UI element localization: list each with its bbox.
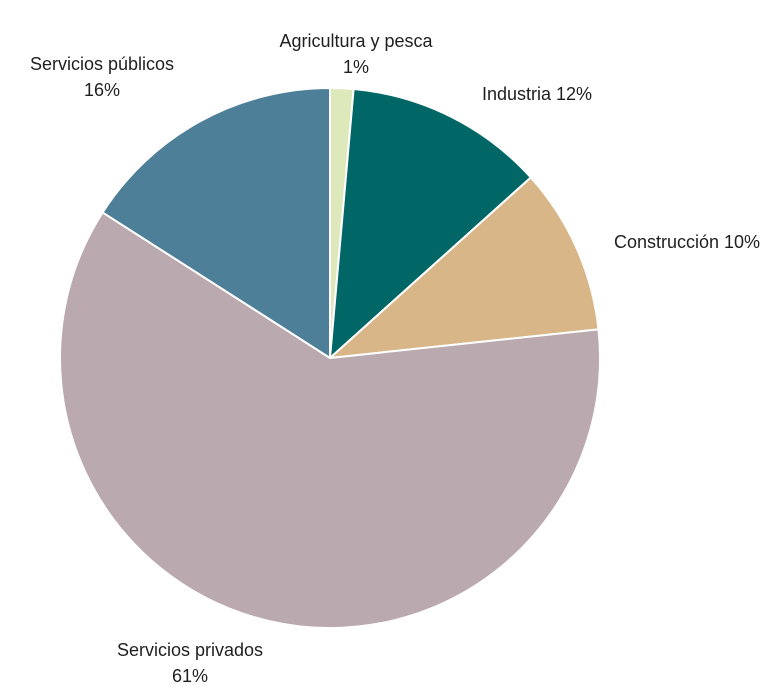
pie-slice-construccion [329,176,600,359]
pie-slice-servicios-publicos [101,87,331,359]
slice-label-line: Servicios privados [117,640,263,660]
pie-slice-industria [329,88,532,359]
slice-label-line: Agricultura y pesca [279,31,433,51]
slice-label-line: Construcción 10% [614,232,760,252]
slice-label: Agricultura y pesca 1% [279,31,433,77]
slice-label-line: 61% [172,666,208,686]
slice-label-line: Industria 12% [482,84,592,104]
slice-label: Servicios privados 61% [117,640,263,686]
slice-label-line: 16% [84,80,120,100]
pie-slice-servicios-privados [59,211,601,629]
slice-label-line: Servicios públicos [30,54,174,74]
slice-label: Servicios públicos 16% [30,54,174,100]
slice-label: Industria 12% [482,84,592,104]
slice-label: Construcción 10% [614,232,760,252]
pie-labels: Agricultura y pesca 1% Industria 12% Constr… [30,31,760,686]
slice-label-line: 1% [343,57,369,77]
pie-slices [59,87,601,629]
